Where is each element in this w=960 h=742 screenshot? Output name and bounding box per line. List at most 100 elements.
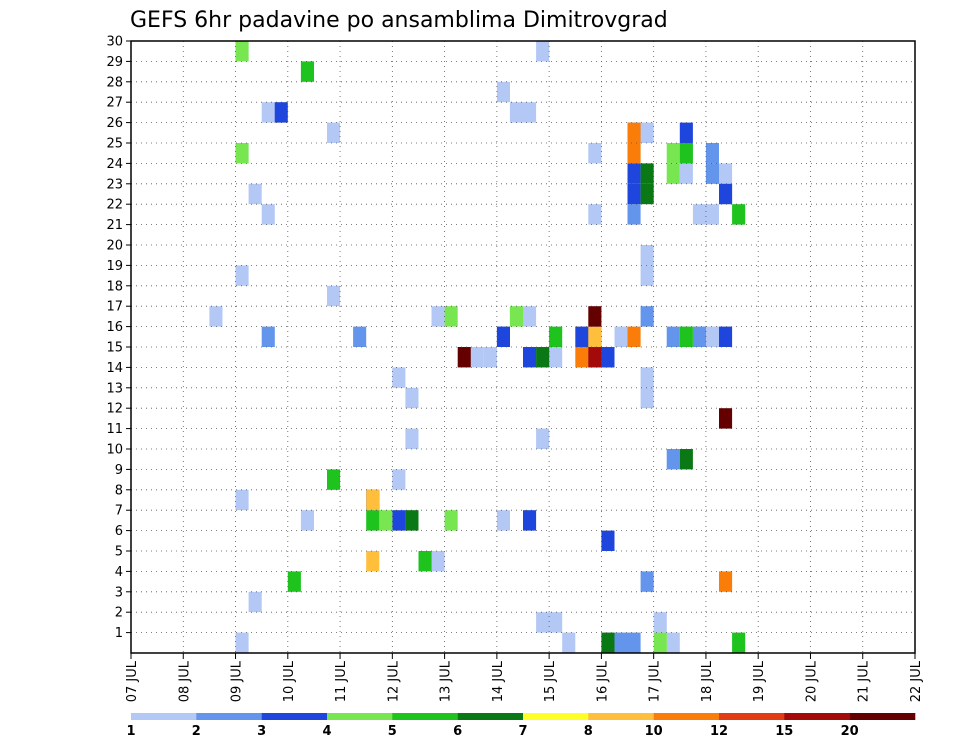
- cell-18: [405, 428, 419, 449]
- ytick-label-21: 21: [106, 218, 123, 233]
- cell-75: [392, 510, 406, 531]
- legend-swatch-3: [327, 713, 393, 720]
- cell-88: [719, 326, 733, 347]
- legend-swatch-9: [719, 713, 785, 720]
- legend-label-20: 20: [841, 724, 859, 739]
- cell-68: [666, 449, 680, 470]
- cell-65: [640, 306, 654, 327]
- cell-120: [627, 143, 641, 164]
- xtick-label-14: 21 JUL: [857, 660, 872, 702]
- xtick-label-11: 18 JUL: [700, 660, 715, 702]
- legend-label-12: 12: [710, 724, 728, 739]
- cell-40: [614, 326, 628, 347]
- cell-13: [327, 285, 341, 307]
- cell-118: [575, 347, 589, 368]
- legend-swatch-7: [588, 713, 654, 720]
- cell-83: [601, 530, 615, 551]
- cell-12: [300, 510, 314, 531]
- cell-10: [235, 632, 249, 653]
- cell-99: [327, 469, 341, 490]
- cell-116: [366, 489, 380, 511]
- cell-37: [588, 204, 602, 225]
- cell-57: [705, 326, 719, 347]
- ytick-label-25: 25: [106, 137, 123, 152]
- ytick-label-26: 26: [106, 116, 123, 131]
- ytick-label-1: 1: [115, 626, 123, 641]
- cell-26: [509, 102, 523, 123]
- ytick-label-14: 14: [106, 361, 123, 376]
- cell-5: [209, 306, 223, 327]
- cell-41: [640, 122, 654, 143]
- cell-79: [575, 326, 589, 347]
- cell-121: [627, 326, 641, 347]
- cell-113: [640, 183, 654, 205]
- legend-swatch-2: [261, 713, 328, 720]
- cell-23: [496, 81, 510, 103]
- legend-label-7: 7: [518, 724, 527, 739]
- legend-swatch-11: [849, 713, 916, 720]
- legend-swatch-8: [653, 713, 720, 720]
- cell-43: [640, 367, 654, 388]
- ytick-label-20: 20: [106, 239, 123, 254]
- ytick-label-17: 17: [106, 300, 123, 315]
- cell-72: [614, 632, 628, 653]
- cell-64: [640, 571, 654, 592]
- ytick-label-8: 8: [115, 483, 123, 498]
- legend-label-15: 15: [775, 724, 793, 739]
- ytick-label-19: 19: [106, 259, 123, 274]
- legend-swatch-4: [392, 713, 458, 720]
- cell-111: [601, 632, 615, 653]
- cell-77: [523, 347, 537, 368]
- cell-114: [679, 449, 693, 470]
- legend-label-6: 6: [453, 724, 462, 739]
- cell-115: [588, 326, 602, 347]
- cell-27: [523, 102, 537, 123]
- cell-33: [536, 612, 550, 633]
- cell-112: [640, 163, 654, 184]
- ytick-label-22: 22: [106, 198, 123, 213]
- xtick-label-13: 20 JUL: [804, 660, 819, 702]
- ytick-label-3: 3: [115, 585, 123, 600]
- cell-35: [549, 347, 563, 368]
- cell-22: [483, 347, 497, 368]
- cell-91: [235, 41, 249, 62]
- xtick-label-3: 10 JUL: [282, 660, 297, 702]
- xtick-label-12: 19 JUL: [752, 660, 767, 702]
- cell-94: [444, 510, 458, 531]
- cells-layer: [209, 41, 746, 653]
- cell-76: [496, 326, 510, 347]
- xtick-label-0: 07 JUL: [125, 660, 140, 702]
- cell-30: [536, 41, 550, 62]
- cell-28: [523, 306, 537, 327]
- cell-48: [666, 632, 680, 653]
- cell-32: [536, 428, 550, 449]
- cell-93: [444, 306, 458, 327]
- cell-67: [666, 326, 680, 347]
- cell-104: [549, 326, 563, 347]
- cell-70: [705, 143, 719, 164]
- xtick-label-8: 15 JUL: [543, 660, 558, 702]
- xtick-label-7: 14 JUL: [491, 660, 506, 702]
- cell-56: [719, 163, 733, 184]
- cell-44: [640, 387, 654, 409]
- ytick-label-27: 27: [106, 96, 123, 111]
- cell-117: [366, 551, 380, 572]
- cell-107: [732, 204, 746, 225]
- cell-100: [300, 61, 314, 82]
- legend-swatch-0: [131, 713, 197, 720]
- grid-layer: [131, 41, 915, 653]
- xtick-label-9: 16 JUL: [595, 660, 610, 702]
- cell-102: [418, 551, 432, 572]
- cell-98: [666, 163, 680, 184]
- cell-8: [235, 489, 249, 511]
- ytick-label-4: 4: [115, 565, 123, 580]
- legend-swatch-6: [523, 713, 589, 720]
- cell-109: [405, 510, 419, 531]
- ytick-label-16: 16: [106, 320, 123, 335]
- cell-59: [353, 326, 367, 347]
- xtick-label-1: 08 JUL: [177, 660, 192, 702]
- legend-label-1: 1: [126, 724, 135, 739]
- ytick-label-12: 12: [106, 402, 123, 417]
- tick-layer: 1234567891011121314151617181920212223242…: [106, 35, 924, 703]
